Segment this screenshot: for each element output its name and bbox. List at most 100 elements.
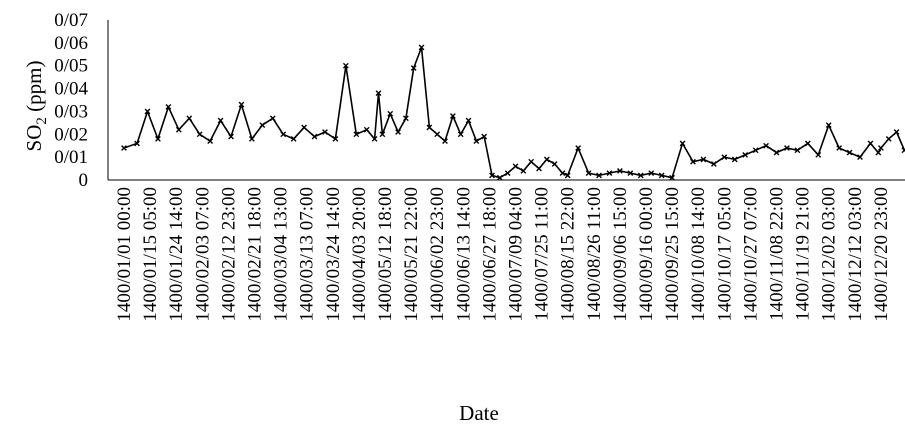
x-tick-label: 1400/02/12 23:00: [218, 187, 239, 322]
data-point: [700, 156, 707, 163]
data-point: [815, 151, 822, 158]
data-point: [301, 124, 307, 131]
data-point: [434, 131, 441, 138]
data-point: [559, 170, 566, 177]
data-point: [228, 133, 234, 140]
data-point: [836, 145, 843, 151]
y-axis: 00/010/020/030/040/050/060/07: [54, 10, 109, 191]
data-point: [784, 145, 790, 151]
y-tick-label: 0/03: [54, 101, 88, 122]
data-point: [710, 161, 717, 167]
data-point: [165, 103, 172, 110]
x-tick-label: 1400/05/21 22:00: [401, 187, 422, 322]
data-point: [363, 126, 370, 133]
x-tick-label: 1400/01/15 05:00: [140, 187, 161, 322]
data-point: [481, 133, 488, 140]
data-point: [637, 172, 644, 179]
data-point: [371, 135, 378, 142]
x-tick-label: 1400/12/12 03:00: [845, 187, 866, 322]
data-point: [564, 172, 571, 179]
y-axis-title: SO2 (ppm): [22, 61, 50, 152]
data-point: [387, 110, 394, 117]
data-point: [238, 101, 245, 108]
data-point: [551, 161, 558, 167]
x-tick-label: 1400/09/06 15:00: [610, 187, 631, 322]
data-point: [596, 172, 602, 179]
data-point: [543, 156, 550, 163]
data-point: [496, 174, 503, 181]
x-axis-title: Date: [459, 401, 499, 425]
data-point: [121, 145, 127, 151]
data-point: [773, 149, 780, 156]
data-point: [617, 167, 623, 174]
y-tick-label: 0/02: [54, 124, 88, 145]
data-point: [402, 115, 409, 122]
x-tick-label: 1400/03/24 14:00: [323, 187, 344, 322]
data-point: [175, 126, 182, 133]
data-point: [280, 131, 287, 138]
data-point: [290, 135, 297, 142]
x-tick-label: 1400/12/02 03:00: [819, 187, 840, 322]
x-tick-label: 1400/09/16 00:00: [636, 187, 657, 322]
x-tick-label: 1400/10/08 14:00: [688, 187, 709, 322]
data-point: [504, 170, 511, 177]
data-point: [690, 158, 696, 165]
data-point: [410, 65, 417, 71]
data-point: [878, 145, 884, 151]
data-point: [825, 122, 832, 129]
data-point: [332, 135, 339, 142]
data-point: [353, 131, 360, 138]
data-point: [575, 145, 582, 151]
data-point: [901, 147, 905, 154]
data-point: [248, 135, 255, 142]
data-point: [885, 135, 892, 142]
x-tick-label: 1400/06/02 23:00: [427, 187, 448, 322]
data-point: [763, 142, 769, 149]
data-point: [418, 44, 425, 51]
data-point: [536, 165, 542, 172]
data-point: [648, 170, 655, 177]
data-point: [207, 138, 214, 145]
data-point: [442, 138, 448, 145]
y-tick-label: 0/05: [54, 56, 88, 77]
data-point: [669, 174, 675, 181]
x-tick-label: 1400/01/01 00:00: [114, 187, 135, 322]
y-tick-label: 0/06: [54, 33, 88, 54]
data-point: [867, 140, 874, 147]
data-point: [804, 140, 811, 147]
data-point: [217, 117, 224, 124]
data-point: [679, 140, 686, 147]
y-tick-label: 0/01: [54, 147, 88, 168]
data-point: [269, 115, 276, 122]
x-tick-label: 1400/06/13 14:00: [453, 187, 474, 322]
data-point: [322, 129, 328, 135]
data-point: [585, 170, 592, 177]
data-point: [426, 124, 433, 131]
data-point: [875, 149, 882, 156]
y-tick-label: 0/07: [54, 10, 88, 31]
x-tick-label: 1400/03/13 07:00: [297, 187, 318, 322]
data-point: [857, 154, 863, 161]
data-point: [155, 135, 161, 142]
data-point: [342, 62, 349, 69]
y-axis-title-rest: (ppm): [22, 61, 46, 118]
data-point: [473, 138, 480, 145]
data-point: [794, 147, 801, 154]
y-axis-title-main: SO: [22, 125, 46, 152]
x-tick-label: 1400/09/25 15:00: [662, 187, 683, 322]
data-point: [606, 170, 613, 177]
x-tick-label: 1400/10/27 07:00: [740, 187, 761, 322]
data-point: [512, 163, 519, 170]
x-tick-label: 1400/07/25 11:00: [532, 187, 553, 321]
data-point: [395, 129, 401, 135]
x-tick-label: 1400/02/03 07:00: [192, 187, 213, 322]
x-tick-label: 1400/06/27 18:00: [479, 187, 500, 322]
series-line: [123, 46, 905, 179]
data-point: [627, 170, 634, 177]
data-point: [721, 154, 728, 161]
x-tick-label: 1400/04/03 20:00: [349, 187, 370, 322]
x-tick-label: 1400/05/12 18:00: [375, 187, 396, 322]
x-tick-label: 1400/08/26 11:00: [584, 187, 605, 321]
data-point: [379, 131, 386, 138]
